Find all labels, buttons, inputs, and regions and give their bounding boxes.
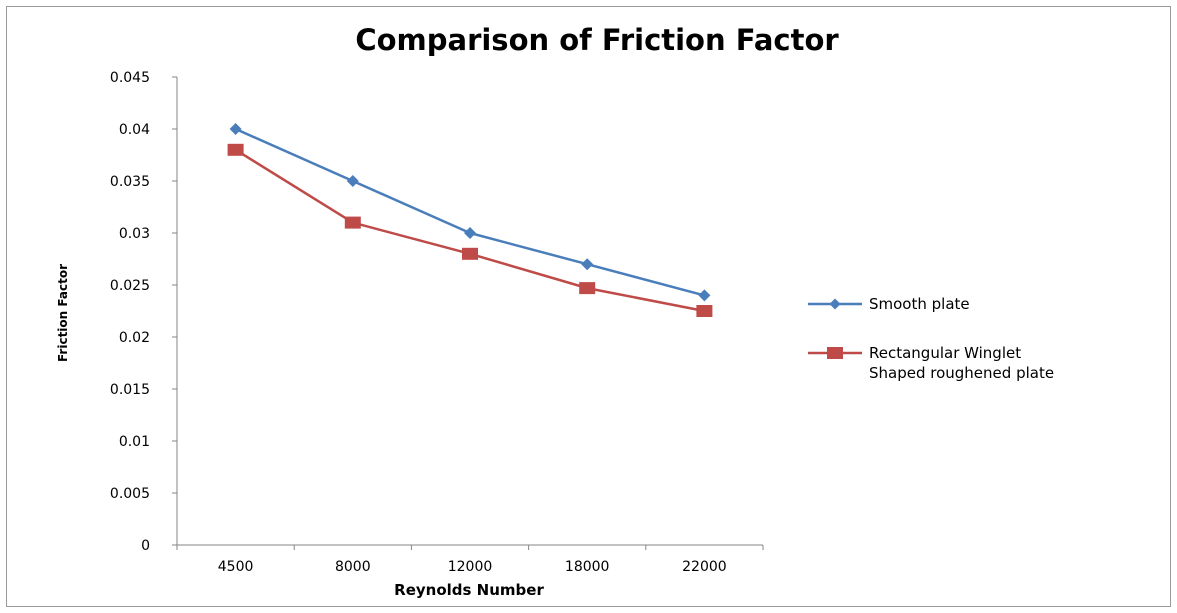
y-tick-label: 0.03 (119, 226, 150, 242)
x-tick-label: 4500 (218, 559, 254, 575)
legend-label: Shaped roughened plate (869, 364, 1054, 382)
legend: Smooth plate Rectangular Winglet Shaped ro… (808, 295, 1054, 382)
data-point-square (345, 217, 361, 229)
y-tick-label: 0.035 (110, 174, 150, 190)
y-tick-label: 0.04 (119, 122, 150, 138)
x-tick-label: 22000 (682, 559, 727, 575)
y-axis-ticks: 0 0.005 0.01 0.015 0.02 0.025 0.03 0.035 0.04 0.0… (110, 70, 177, 554)
legend-label: Smooth plate (869, 295, 970, 313)
x-tick-label: 12000 (448, 559, 493, 575)
data-point-diamond (581, 258, 593, 270)
y-tick-label: 0.025 (110, 278, 150, 294)
legend-item-2: Rectangular Winglet Shaped roughened plat… (808, 344, 1054, 382)
data-point-diamond (230, 123, 242, 135)
y-axis-title: Friction Factor (56, 264, 70, 362)
y-tick-label: 0.01 (119, 434, 150, 450)
y-tick-label: 0.015 (110, 382, 150, 398)
data-point-square (228, 144, 244, 156)
axes (177, 77, 763, 545)
data-point-diamond (464, 227, 476, 239)
y-tick-label: 0 (141, 538, 150, 554)
data-point-diamond (347, 175, 359, 187)
legend-marker-square (827, 347, 843, 359)
data-point-square (462, 248, 478, 260)
data-point-diamond (698, 289, 710, 301)
x-axis-title: Reynolds Number (394, 581, 544, 599)
legend-item-1: Smooth plate (808, 295, 970, 313)
y-tick-label: 0.005 (110, 486, 150, 502)
x-tick-label: 8000 (335, 559, 371, 575)
legend-label: Rectangular Winglet (869, 344, 1021, 362)
series-1 (230, 123, 711, 301)
data-point-square (579, 282, 595, 294)
y-tick-label: 0.02 (119, 330, 150, 346)
series-layer (228, 123, 713, 317)
chart-title: Comparison of Friction Factor (355, 23, 839, 57)
y-tick-label: 0.045 (110, 70, 150, 86)
series-line (236, 129, 705, 295)
x-axis-ticks: 4500 8000 12000 18000 22000 (177, 545, 763, 575)
x-tick-label: 18000 (565, 559, 610, 575)
data-point-square (696, 305, 712, 317)
legend-marker-diamond (830, 299, 841, 310)
